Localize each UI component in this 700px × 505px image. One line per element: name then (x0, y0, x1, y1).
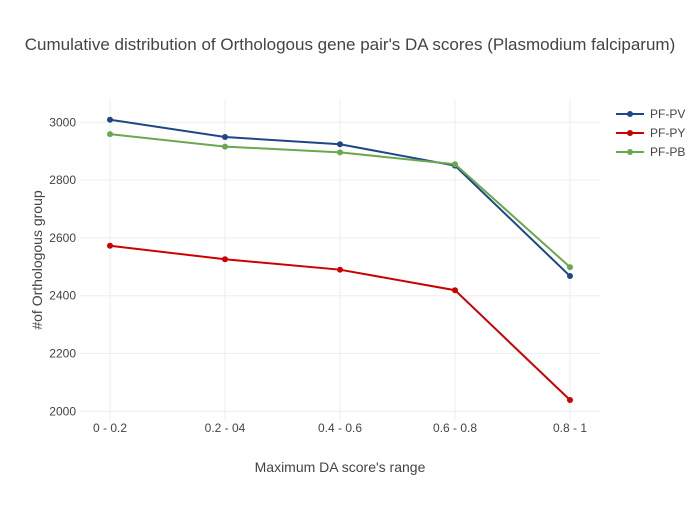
legend-item-pf-py[interactable]: PF-PY (616, 126, 685, 140)
x-tick-label: 0.4 - 0.6 (318, 421, 362, 435)
y-axis-ticks: 2000 2200 2400 2600 2800 3000 (49, 115, 76, 418)
legend-item-pf-pb[interactable]: PF-PB (616, 145, 685, 159)
grid (80, 100, 600, 420)
y-axis-label: #of Orthologous group (29, 190, 45, 330)
legend-label: PF-PB (650, 145, 685, 159)
data-point (222, 134, 228, 141)
x-axis-ticks: 0 - 0.2 0.2 - 04 0.4 - 0.6 0.6 - 0.8 0.8 - 1 (93, 421, 587, 435)
data-point (107, 116, 113, 123)
legend-label: PF-PV (650, 107, 685, 121)
x-axis-label: Maximum DA score's range (255, 459, 426, 475)
chart-title: Cumulative distribution of Orthologous g… (25, 35, 675, 54)
data-point (222, 256, 228, 263)
y-tick-label: 2200 (49, 347, 76, 361)
series-pf-py (107, 242, 573, 404)
series-pf-pb (107, 131, 573, 271)
legend-marker (627, 149, 633, 155)
data-point (337, 141, 343, 148)
legend-marker (627, 111, 633, 117)
data-point (337, 266, 343, 273)
data-point (567, 397, 573, 404)
x-tick-label: 0.6 - 0.8 (433, 421, 477, 435)
data-point (567, 264, 573, 271)
y-tick-label: 2400 (49, 289, 76, 303)
y-tick-label: 3000 (49, 115, 76, 129)
x-tick-label: 0.8 - 1 (553, 421, 587, 435)
x-tick-label: 0.2 - 04 (205, 421, 246, 435)
data-point (107, 131, 113, 138)
legend-item-pf-pv[interactable]: PF-PV (616, 107, 685, 121)
data-point (337, 149, 343, 156)
data-point (222, 143, 228, 150)
y-tick-label: 2800 (49, 173, 76, 187)
data-point (452, 161, 458, 168)
data-point (567, 273, 573, 280)
legend-marker (627, 130, 633, 136)
legend-label: PF-PY (650, 126, 685, 140)
x-tick-label: 0 - 0.2 (93, 421, 127, 435)
data-point (107, 242, 113, 249)
data-point (452, 287, 458, 294)
legend: PF-PV PF-PY PF-PB (616, 107, 685, 159)
y-tick-label: 2000 (49, 404, 76, 418)
y-tick-label: 2600 (49, 231, 76, 245)
series-group (107, 116, 573, 404)
